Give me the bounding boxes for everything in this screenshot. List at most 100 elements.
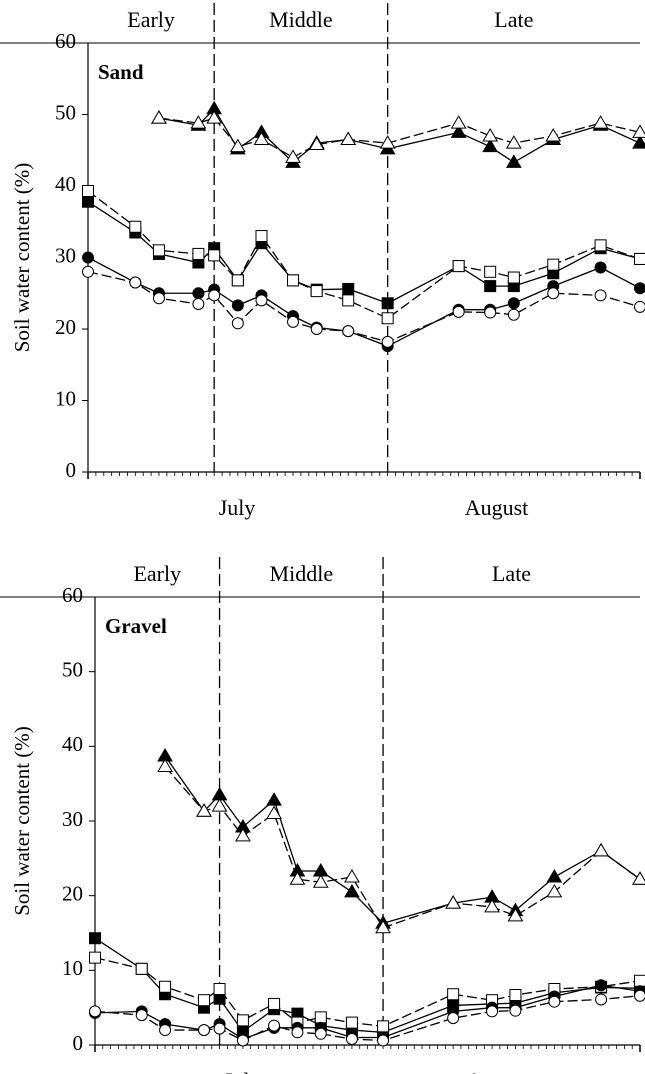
triangle-marker — [266, 805, 282, 820]
triangle-marker — [632, 135, 645, 149]
circle-marker — [192, 287, 205, 300]
circle-marker — [236, 1034, 249, 1047]
circle-marker — [634, 989, 645, 1002]
square-marker — [268, 997, 281, 1010]
circle-marker — [509, 1004, 522, 1017]
triangle-marker — [211, 798, 228, 812]
circle-marker — [377, 1034, 390, 1047]
square-marker — [634, 974, 645, 987]
circle-marker — [287, 315, 300, 328]
phase-label: Middle — [269, 7, 333, 32]
triangle-marker — [196, 803, 212, 817]
square-marker — [89, 932, 101, 945]
square-marker — [82, 185, 94, 198]
square-marker — [507, 271, 520, 284]
triangle-marker — [546, 869, 563, 883]
y-tick-label: 40 — [62, 732, 83, 756]
square-marker — [287, 274, 300, 287]
triangle-marker — [285, 149, 301, 163]
series-line — [94, 957, 641, 1027]
square-marker — [484, 265, 497, 278]
triangle-marker — [157, 758, 173, 772]
square-marker — [452, 260, 465, 273]
square-marker — [198, 994, 210, 1007]
square-marker — [129, 220, 142, 233]
triangle-marker — [632, 124, 645, 138]
y-axis-label: Soil water content (%) — [10, 726, 34, 916]
square-marker — [447, 988, 460, 1001]
circle-marker — [452, 305, 465, 318]
y-axis-label: Soil water content (%) — [10, 163, 34, 353]
month-label: August — [465, 495, 529, 520]
square-marker — [547, 258, 560, 271]
triangle-marker — [505, 135, 522, 149]
circle-marker — [507, 297, 520, 310]
triangle-marker — [546, 883, 563, 898]
series-line — [94, 995, 641, 1042]
panel-label: Gravel — [105, 614, 167, 638]
y-tick-label: 10 — [55, 386, 76, 410]
series-line — [87, 190, 641, 320]
triangle-marker — [632, 871, 645, 885]
square-marker — [345, 1016, 358, 1029]
circle-marker — [129, 276, 142, 289]
triangle-marker — [375, 919, 391, 934]
month-label: July — [224, 1068, 261, 1074]
circle-marker — [548, 995, 561, 1008]
circle-marker — [89, 1005, 101, 1018]
circle-marker — [268, 1019, 281, 1032]
circle-marker — [595, 979, 608, 992]
triangle-marker — [312, 863, 329, 877]
square-marker — [135, 962, 148, 975]
square-marker — [152, 244, 165, 257]
square-marker — [236, 1014, 249, 1027]
y-tick-label: 30 — [62, 807, 83, 831]
square-marker — [213, 983, 226, 995]
triangle-marker — [206, 110, 223, 124]
square-marker — [594, 239, 607, 252]
circle-marker — [291, 1026, 304, 1039]
circle-marker — [547, 287, 560, 300]
circle-marker — [634, 282, 645, 295]
square-marker — [377, 1020, 390, 1033]
circle-marker — [381, 335, 394, 348]
triangle-marker — [484, 898, 500, 913]
circle-marker — [231, 299, 244, 312]
square-marker — [342, 294, 355, 307]
series-line — [164, 766, 641, 929]
square-marker — [509, 988, 522, 1001]
triangle-marker — [308, 136, 325, 151]
y-tick-label: 50 — [55, 100, 76, 124]
month-label: July — [219, 495, 256, 520]
square-marker — [381, 312, 394, 325]
phase-label: Early — [127, 7, 175, 32]
triangle-marker — [190, 115, 207, 129]
circle-marker — [82, 251, 94, 264]
triangle-marker — [344, 869, 360, 883]
square-marker — [255, 230, 268, 243]
circle-marker — [507, 308, 520, 321]
circle-marker — [82, 265, 94, 278]
circle-marker — [192, 297, 205, 310]
circle-marker — [595, 993, 608, 1006]
triangle-marker — [253, 131, 270, 146]
triangle-marker — [450, 115, 467, 129]
square-marker — [82, 195, 94, 208]
circle-marker — [594, 261, 607, 274]
square-marker — [381, 297, 394, 310]
circle-marker — [342, 325, 355, 338]
triangle-marker — [593, 842, 609, 857]
y-tick-label: 40 — [55, 172, 76, 196]
triangle-marker — [445, 895, 462, 909]
phase-label: Late — [492, 561, 531, 586]
triangle-marker — [450, 124, 467, 138]
phase-label: Middle — [270, 561, 334, 586]
triangle-marker — [289, 871, 306, 885]
circle-marker — [594, 289, 607, 302]
triangle-marker — [340, 131, 357, 146]
circle-marker — [634, 300, 645, 313]
y-tick-label: 10 — [62, 956, 83, 980]
circle-marker — [213, 1022, 226, 1035]
triangle-marker — [266, 792, 282, 806]
y-tick-label: 0 — [73, 1031, 84, 1055]
